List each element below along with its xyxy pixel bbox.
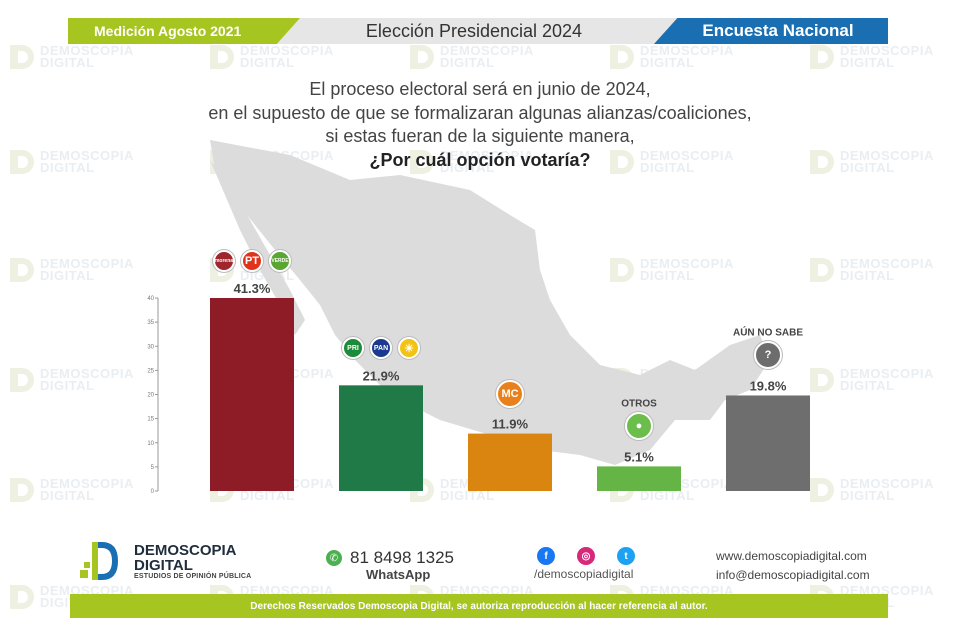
social-handle: /demoscopiadigital xyxy=(534,567,634,581)
bar-value-label: 19.8% xyxy=(750,378,787,393)
whatsapp-icon: ✆ xyxy=(326,550,342,566)
category-label: AÚN NO SABE xyxy=(733,325,803,338)
phone-number: 81 8498 1325 xyxy=(350,548,454,567)
y-tick-label: 15 xyxy=(147,417,154,423)
facebook-icon[interactable]: f xyxy=(537,547,555,565)
instagram-icon[interactable]: ◎ xyxy=(577,547,595,565)
aun-no-sabe-question-icon: ? xyxy=(754,341,782,370)
question-line-3: si estas fueran de la siguiente manera, xyxy=(325,126,635,146)
movimiento-ciudadano-logo: MC xyxy=(496,379,524,408)
twitter-icon[interactable]: t xyxy=(617,547,635,565)
bar-4 xyxy=(597,466,681,491)
header-title: Elección Presidencial 2024 xyxy=(268,18,680,44)
y-tick-label: 30 xyxy=(147,344,154,350)
header-survey-label: Encuesta Nacional xyxy=(654,18,888,44)
y-tick-label: 0 xyxy=(151,489,155,495)
question-line-2: en el supuesto de que se formalizaran al… xyxy=(208,102,752,123)
survey-question: El proceso electoral será en junio de 20… xyxy=(130,78,830,172)
bar-1 xyxy=(210,298,294,491)
demoscopia-logo-icon xyxy=(80,542,118,580)
copyright-bar: Derechos Reservados Demoscopia Digital, … xyxy=(70,594,888,618)
mexico-map-background xyxy=(210,140,770,465)
bar-value-label: 41.3% xyxy=(234,281,271,296)
y-tick-label: 40 xyxy=(147,296,154,302)
email-link[interactable]: info@demoscopiadigital.com xyxy=(716,568,870,582)
question-line-4: ¿Por cuál opción votaría? xyxy=(369,149,591,170)
y-tick-label: 35 xyxy=(147,320,154,326)
brand-name: DEMOSCOPIA DIGITAL xyxy=(134,542,237,574)
y-tick-label: 10 xyxy=(147,441,154,447)
y-tick-label: 20 xyxy=(147,393,154,399)
bar-2 xyxy=(339,385,423,491)
verde-logo: VERDE xyxy=(269,250,291,272)
pt-logo: PT xyxy=(241,250,263,272)
pan-logo: PAN xyxy=(370,337,392,360)
vote-intention-bar-chart: 0 5 10 15 20 25 30 35 40 41.3% 21.9% 11.9% 5.1% OTROS… xyxy=(147,281,810,495)
category-label: OTROS xyxy=(621,398,657,409)
question-line-1: El proceso electoral será en junio de 20… xyxy=(309,79,651,99)
otros-person-icon: ● xyxy=(625,412,653,441)
phone-label: WhatsApp xyxy=(366,567,431,582)
header-date-label: Medición Agosto 2021 xyxy=(68,18,300,44)
pri-logo: PRI xyxy=(342,337,364,360)
y-tick-label: 5 xyxy=(151,465,155,471)
morena-logo: morena xyxy=(213,250,235,272)
copyright-text: Derechos Reservados Demoscopia Digital, … xyxy=(250,600,708,612)
y-tick-label: 25 xyxy=(147,368,154,374)
bar-3 xyxy=(468,433,552,491)
brand-tagline: ESTUDIOS DE OPINIÓN PÚBLICA xyxy=(134,573,252,580)
bar-5 xyxy=(726,395,810,491)
bar-value-label: 11.9% xyxy=(492,417,529,432)
prd-logo: ☀ xyxy=(398,337,420,360)
bar-value-label: 21.9% xyxy=(363,368,400,383)
website-link[interactable]: www.demoscopiadigital.com xyxy=(716,549,867,563)
bar-value-label: 5.1% xyxy=(624,449,654,464)
